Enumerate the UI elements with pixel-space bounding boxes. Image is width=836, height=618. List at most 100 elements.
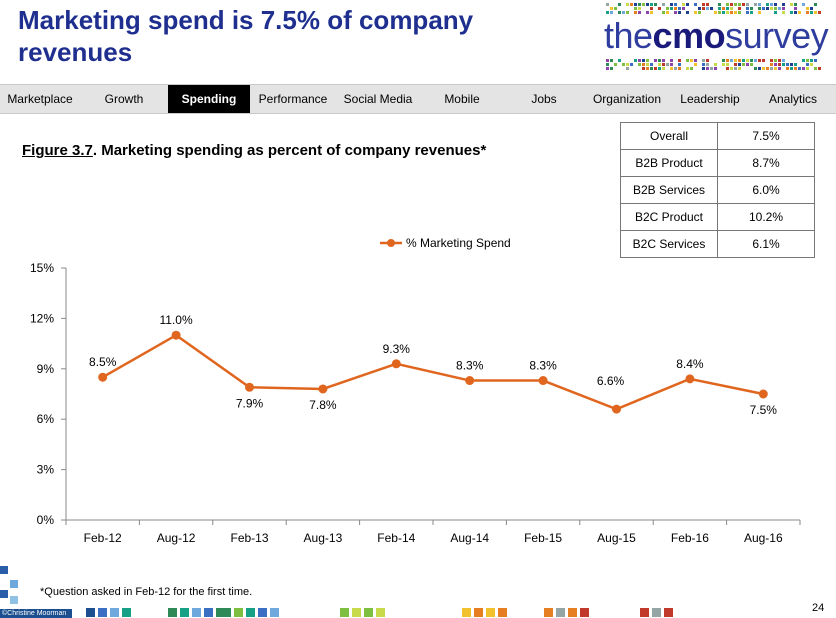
data-label: 11.0% <box>160 313 193 327</box>
decorative-square <box>664 608 673 617</box>
logo-pixel <box>654 67 657 70</box>
table-row: Overall 7.5% <box>620 122 815 150</box>
logo-pixel <box>630 3 633 6</box>
segment-summary-table: Overall 7.5% B2B Product 8.7% B2B Services… <box>620 122 815 258</box>
logo-pixel <box>790 3 793 6</box>
logo-pixel <box>626 63 629 66</box>
logo-pixel <box>794 7 797 10</box>
logo-pixel <box>638 3 641 6</box>
decorative-square <box>86 608 95 617</box>
logo-pixel <box>694 63 697 66</box>
data-point <box>758 389 768 399</box>
logo-pixel <box>634 3 637 6</box>
nav-item-leadership[interactable]: Leadership <box>680 92 740 106</box>
segment-value: 7.5% <box>717 122 815 150</box>
series-line <box>102 333 764 411</box>
nav-item-jobs[interactable]: Jobs <box>531 92 557 106</box>
nav-item-marketplace[interactable]: Marketplace <box>7 92 73 106</box>
logo-pixel <box>802 67 805 70</box>
logo-pixel <box>814 67 817 70</box>
logo-pixel <box>738 67 741 70</box>
logo-pixel <box>642 3 645 6</box>
y-tick-label: 3% <box>37 463 55 477</box>
logo-pixel <box>622 63 625 66</box>
logo-pixel <box>650 3 653 6</box>
data-point <box>245 382 254 392</box>
decorative-square <box>122 608 131 617</box>
nav-item-mobile[interactable]: Mobile <box>444 92 480 106</box>
logo-pixel <box>742 59 745 62</box>
x-tick-label: Aug-15 <box>597 531 636 545</box>
logo-pixel <box>666 11 669 14</box>
logo-pixel <box>626 3 629 6</box>
decorative-square <box>568 608 577 617</box>
logo-pixel <box>646 63 649 66</box>
logo-pixel <box>678 63 681 66</box>
data-point <box>465 376 475 386</box>
decorative-square <box>258 608 267 617</box>
logo-pixel <box>774 7 777 10</box>
data-point <box>171 330 181 340</box>
nav-item-performance[interactable]: Performance <box>258 92 328 106</box>
logo-pixel <box>734 67 737 70</box>
nav-item-growth[interactable]: Growth <box>104 92 144 106</box>
logo-pixel <box>638 59 641 62</box>
logo-pixel <box>730 67 733 70</box>
logo-pixel <box>606 11 609 14</box>
logo-pixel <box>682 3 685 6</box>
logo-pixel <box>634 7 637 10</box>
logo-pixel <box>678 67 681 70</box>
logo-pixel <box>698 7 701 10</box>
logo-pixel <box>778 67 781 70</box>
decorative-square <box>376 608 385 617</box>
logo-pixel <box>722 11 725 14</box>
nav-item-social-media[interactable]: Social Media <box>343 92 413 106</box>
logo-pixel <box>714 67 717 70</box>
segment-label: Overall <box>620 122 718 150</box>
logo-pixel <box>678 7 681 10</box>
logo-pixel <box>662 67 665 70</box>
logo-pixel <box>798 67 801 70</box>
logo-pixel <box>642 63 645 66</box>
logo-pixel <box>670 67 673 70</box>
y-tick-label: 6% <box>37 412 55 426</box>
logo-pixel <box>806 63 809 66</box>
logo-pixel <box>706 59 709 62</box>
logo-pixel <box>790 67 793 70</box>
decorative-square <box>556 608 565 617</box>
data-label: 8.4% <box>676 357 704 371</box>
logo-wordmark: thecmosurvey <box>604 15 829 56</box>
data-label: 8.3% <box>529 359 557 373</box>
logo-pixel <box>770 59 773 62</box>
logo-pixel <box>674 3 677 6</box>
logo-pixel <box>714 11 717 14</box>
logo-pixel <box>670 63 673 66</box>
logo-pixel <box>690 67 693 70</box>
figure-title: Figure 3.7. Marketing spending as percen… <box>22 142 486 159</box>
logo-pixel <box>686 3 689 6</box>
logo-pixel <box>734 11 737 14</box>
segment-value: 6.0% <box>717 176 815 204</box>
decorative-square <box>462 608 471 617</box>
logo-pixel <box>658 59 661 62</box>
logo-pixel <box>658 67 661 70</box>
logo-pixel <box>694 59 697 62</box>
logo-pixel <box>702 63 705 66</box>
logo-pixel <box>758 3 761 6</box>
y-tick-label: 9% <box>37 362 55 376</box>
data-point <box>98 372 108 382</box>
segment-label: B2B Product <box>620 149 718 177</box>
decorative-square <box>352 608 361 617</box>
nav-item-organization[interactable]: Organization <box>592 92 662 106</box>
nav-item-spending[interactable]: Spending <box>168 85 250 113</box>
logo-pixel <box>774 63 777 66</box>
decorative-square <box>580 608 589 617</box>
logo-pixel <box>646 3 649 6</box>
nav-item-analytics[interactable]: Analytics <box>768 92 818 106</box>
logo-pixel <box>702 67 705 70</box>
logo-pixel <box>766 7 769 10</box>
x-tick-label: Aug-12 <box>157 531 196 545</box>
decorative-square <box>652 608 661 617</box>
segment-label: B2C Product <box>620 203 718 231</box>
logo-pixel <box>778 59 781 62</box>
